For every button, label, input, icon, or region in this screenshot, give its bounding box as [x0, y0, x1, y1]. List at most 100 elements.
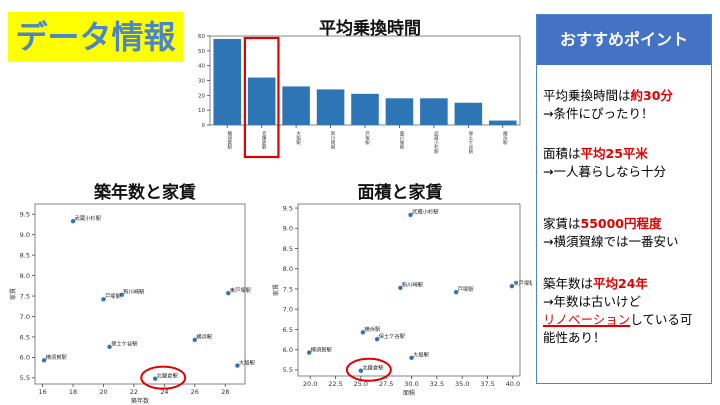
bar-ytick-label: 50 — [198, 49, 205, 55]
scatter2-ytick-label: 8.5 — [283, 245, 293, 253]
point-transfer-note: →条件にぴったり！ — [543, 106, 654, 121]
scatter2-point-3 — [509, 283, 515, 289]
scatter1-xtick-label: 22 — [130, 388, 138, 396]
scatter2-point-label-5: 保土ケ谷駅 — [379, 332, 406, 340]
bar-6 — [420, 98, 448, 125]
point-transfer: 平均乗換時間は約30分 →条件にぴったり！ — [543, 87, 711, 123]
bar-xtick-label: 東戸塚駅 — [399, 130, 404, 151]
scatter2-highlight-ring — [345, 357, 392, 382]
scatter2-ylabel: 家賃 — [272, 284, 280, 296]
scatter1-xtick-label: 18 — [69, 388, 77, 396]
scatter1-point-label-5: 保土ケ谷駅 — [111, 340, 138, 348]
scatter-area-rent: 20.0 22.5 25.0 27.5 30.0 32.5 35.0 37.5 40.0 5.5 6… — [272, 203, 532, 397]
bar-7 — [454, 102, 483, 125]
scatter1-point-2 — [101, 297, 106, 302]
scatter2-point-7 — [409, 355, 414, 360]
scatter2-point-5 — [374, 336, 380, 342]
scatter1-point-label-0: 武蔵小杉駅 — [75, 214, 102, 222]
scatter2-point-label-0: 武蔵小杉駅 — [412, 208, 439, 216]
scatter2-point-label-1: 新川崎駅 — [402, 281, 424, 289]
bar-ytick-label: 10 — [198, 108, 205, 114]
scatter2-ytick-label: 5.5 — [283, 366, 293, 374]
bar-1 — [247, 77, 276, 125]
bar-ytick-label: 20 — [198, 93, 205, 99]
bar-chart: 0 10 20 30 40 50 60 横須賀駅 北鎌倉駅 大船駅 新川崎駅 戸塚駅 東戸塚駅 武蔵小杉駅… — [198, 34, 521, 159]
scatter1-xtick-label: 24 — [160, 388, 168, 396]
scatter2-xtick-label: 40.0 — [506, 380, 520, 388]
scatter2-xtick-label: 30.0 — [404, 380, 418, 388]
scatter1-frame — [34, 203, 246, 385]
scatter2-ytick-label: 6.0 — [283, 346, 293, 354]
scatter2-xtick-label: 20.0 — [303, 380, 317, 388]
bar-xtick-label: 北鎌倉駅 — [261, 130, 266, 151]
bar-ytick-label: 60 — [198, 34, 205, 40]
scatter1-xtick-label: 28 — [221, 388, 229, 396]
scatter1-point-label-2: 戸塚駅 — [105, 292, 122, 300]
scatter1-ytick-label: 6.5 — [20, 333, 30, 341]
scatter2-ytick-label: 8.0 — [283, 265, 293, 273]
scatter1-ytick-label: 7.5 — [20, 292, 30, 300]
scatter1-xtick-label: 20 — [99, 388, 107, 396]
panel-heading: おすすめポイント — [537, 15, 711, 65]
bar-3 — [316, 89, 345, 125]
bar-xtick-label: 横須賀駅 — [227, 130, 232, 151]
point-age-label: 築年数は — [543, 276, 594, 291]
bar-chart-title: 平均乗換時間 — [319, 19, 421, 39]
scatter1-ytick-label: 8.0 — [20, 272, 30, 280]
scatter2-xtick-label: 35.0 — [455, 380, 469, 388]
point-rent-note: →横須賀線では一番安い — [543, 234, 679, 249]
scatter2-ytick-label: 9.5 — [283, 204, 293, 212]
scatter2-xtick-label: 25.0 — [354, 380, 368, 388]
scatter1-point-label-8: 北鎌倉駅 — [157, 371, 179, 379]
scatter1-xtick-label: 26 — [191, 388, 199, 396]
bar-2 — [282, 86, 310, 125]
scatter-age-title: 築年数と家賃 — [94, 183, 196, 203]
point-rent-value: 55000円程度 — [580, 216, 662, 231]
point-age-value: 平均24年 — [593, 276, 648, 291]
scatter2-point-label-8: 北鎌倉駅 — [362, 364, 384, 372]
scatter1-ytick-label: 9.5 — [20, 211, 30, 219]
bar-highlight-box — [243, 36, 280, 159]
point-area: 面積は平均25平米 →一人暮らしなら十分 — [543, 145, 711, 181]
scatter2-ytick-label: 7.5 — [283, 285, 293, 293]
scatter1-point-8 — [153, 376, 158, 381]
scatter1-point-0 — [70, 218, 76, 224]
point-age-note3: 能性あり！ — [543, 330, 606, 345]
point-area-value: 平均25平米 — [580, 146, 648, 161]
scatter1-point-7 — [235, 363, 240, 368]
scatter2-xlabel: 面積 — [403, 389, 415, 397]
scatter2-point-label-3: 東戸塚駅 — [513, 279, 532, 287]
point-age: 築年数は平均24年 →年数は古いけど リノベーションしている可 能性あり！ — [543, 275, 711, 347]
point-transfer-value: 約30分 — [630, 88, 673, 103]
point-age-note: →年数は古いけど — [543, 294, 641, 309]
scatter1-ytick-label: 9.0 — [20, 231, 30, 239]
point-age-note2: している可 — [630, 312, 693, 327]
scatter2-point-1 — [398, 285, 403, 290]
bar-xtick-label: 大船駅 — [296, 130, 301, 146]
scatter2-point-6 — [306, 350, 312, 355]
scatter2-point-label-6: 横須賀駅 — [311, 345, 333, 353]
scatter2-point-label-2: 戸塚駅 — [458, 285, 475, 293]
bar-5 — [385, 98, 414, 125]
bar-4 — [351, 93, 379, 125]
scatter1-ylabel: 家賃 — [9, 288, 17, 300]
point-rent: 家賃は55000円程度 →横須賀線では一番安い — [543, 215, 711, 251]
scatter2-xtick-label: 32.5 — [430, 380, 444, 388]
bar-xtick-label: 新川崎駅 — [330, 130, 335, 151]
recommend-panel: おすすめポイント 平均乗換時間は約30分 →条件にぴったり！ 面積は平均25平米… — [536, 14, 712, 384]
scatter2-frame — [297, 203, 521, 377]
scatter1-point-6 — [41, 358, 47, 363]
scatter2-point-2 — [453, 290, 459, 295]
scatter1-point-label-3: 東戸塚駅 — [230, 286, 252, 294]
bar-0 — [213, 38, 241, 125]
point-rent-label: 家賃は — [543, 216, 581, 231]
slide-title: データ情報 — [8, 12, 183, 62]
scatter2-point-label-4: 横浜駅 — [364, 325, 381, 333]
bar-ytick-label: 30 — [198, 79, 205, 85]
bar-xtick-label: 保土ケ谷駅 — [468, 130, 473, 155]
scatter1-xlabel: 築年数 — [131, 397, 149, 405]
scatter1-highlight-ring — [140, 365, 187, 390]
scatter1-ytick-label: 8.5 — [20, 251, 30, 259]
bar-8 — [489, 120, 517, 125]
bar-xtick-label: 横浜駅 — [502, 130, 507, 146]
